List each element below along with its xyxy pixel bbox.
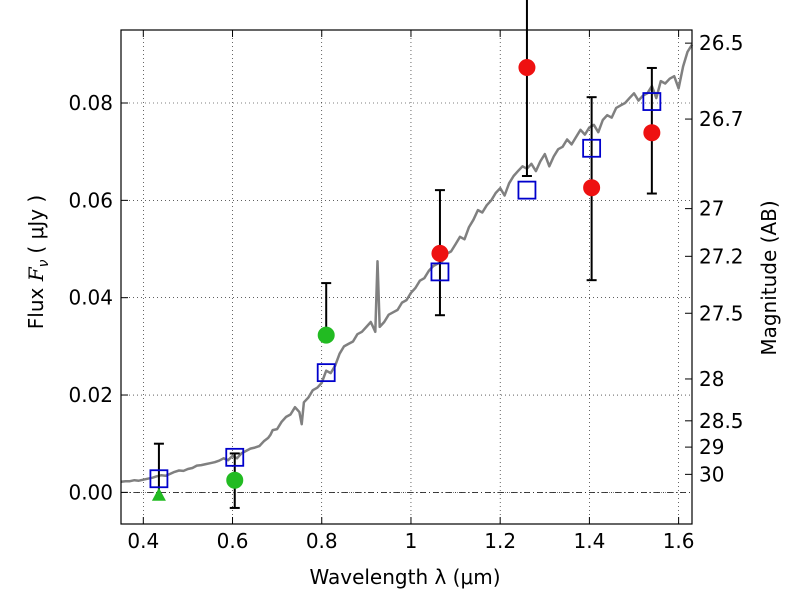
y2-tick-label: 28 [699, 367, 724, 391]
spectrum-layer [120, 43, 694, 483]
y2-ticks: 26.5 26.7 27 27.2 27.5 28 28.529 30 [685, 31, 744, 486]
axes-frame [120, 29, 693, 525]
y2-tick-label: 30 [699, 462, 724, 486]
model-band-marker [149, 469, 169, 489]
y-tick-label: 0.04 [68, 286, 113, 310]
detection-marker [317, 326, 335, 344]
model-band-marker [316, 363, 336, 383]
detection-marker [518, 58, 536, 76]
y2-tick-label: 27.5 [699, 301, 744, 325]
detection-marker [226, 471, 244, 489]
x-tick-label: 1.6 [663, 529, 695, 553]
model-band-marker [225, 447, 245, 467]
y2-tick-label: 26.5 [699, 31, 744, 55]
model-band-marker [642, 92, 662, 111]
x-tick-label: 0.8 [306, 529, 338, 553]
y2-tick-label: 27.2 [699, 244, 744, 268]
y2-tick-label: 28.5 [699, 409, 744, 433]
y2-tick-label: 29 [699, 435, 724, 459]
model-band-marker [582, 138, 602, 158]
marker-layer [149, 58, 662, 501]
upper-limit-marker [151, 487, 166, 501]
y2-axis-label: Magnitude (AB) [757, 200, 781, 355]
y-axis-label-subscript: ν [36, 259, 52, 267]
x-tick-label: 0.4 [127, 529, 159, 553]
x-axis-label: Wavelength λ (μm) [309, 565, 500, 589]
detection-marker [583, 179, 601, 197]
x-ticks: 0.4 0.6 0.8 1 1.2 1.4 1.6 [127, 30, 695, 553]
x-tick-label: 1.4 [573, 529, 605, 553]
y-tick-label: 0.02 [68, 383, 113, 407]
y2-tick-label: 27 [699, 197, 724, 221]
grid-lines [121, 30, 692, 524]
y-tick-label: 0.06 [68, 188, 113, 212]
y-axis-label: Flux Fν ( μJy ) [24, 195, 52, 329]
y-ticks: 0.00 0.02 0.04 0.06 0.08 [68, 91, 128, 504]
model-band-marker [517, 180, 537, 200]
errorbar-layer [153, 0, 657, 509]
y-axis-label-symbol: F [24, 266, 48, 282]
y-tick-label: 0.00 [68, 480, 113, 504]
model-band-marker [430, 262, 450, 282]
x-tick-label: 1.2 [484, 529, 516, 553]
detection-marker [431, 244, 449, 262]
y2-tick-label: 26.7 [699, 107, 744, 131]
x-tick-label: 0.6 [217, 529, 249, 553]
y-axis-label-unit: ( μJy ) [24, 195, 48, 254]
detection-marker [643, 124, 661, 142]
plot-frame [120, 29, 693, 525]
x-tick-label: 1 [405, 529, 418, 553]
y-tick-label: 0.08 [68, 91, 113, 115]
y-axis-label-prefix: Flux [24, 281, 48, 329]
spectrum-line [120, 43, 694, 483]
